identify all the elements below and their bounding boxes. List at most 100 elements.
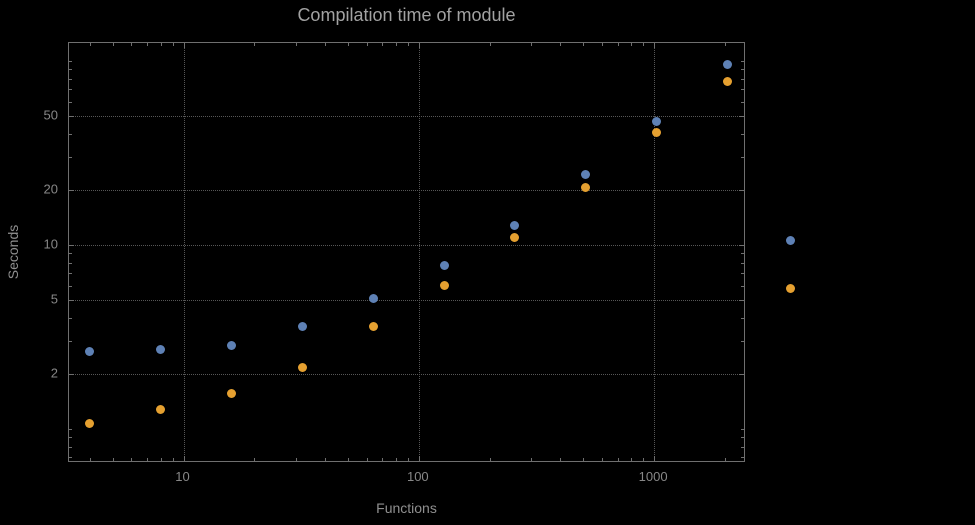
y-minor-tick [69,253,72,255]
x-minor-tick [724,43,726,46]
x-minor-tick [531,458,533,461]
x-minor-tick [172,458,174,461]
x-minor-tick [366,43,368,46]
x-minor-tick [601,43,603,46]
y-minor-tick [741,101,744,103]
data-point-series-2 [581,183,591,193]
y-tick-label: 5 [50,291,58,307]
y-gridline [69,244,744,246]
x-major-tick [183,456,185,461]
x-tick-label: 100 [406,469,429,484]
data-point-series-2 [227,389,237,399]
x-minor-tick [617,458,619,461]
y-minor-tick [741,428,744,430]
x-minor-tick [382,458,384,461]
data-point-series-1 [510,220,520,230]
y-major-tick [739,300,744,302]
x-minor-tick [131,43,133,46]
data-point-series-1 [722,60,732,70]
x-minor-tick [396,43,398,46]
y-minor-tick [69,457,72,459]
chart-title: Compilation time of module [297,5,516,25]
x-minor-tick [489,43,491,46]
x-minor-tick [160,458,162,461]
y-minor-tick [69,89,72,91]
y-axis-label: Seconds [5,224,21,280]
y-minor-tick [69,69,72,71]
x-minor-tick [172,43,174,46]
y-tick-label: 2 [50,365,58,381]
x-minor-tick [366,458,368,461]
y-minor-tick [69,157,72,159]
x-minor-tick [112,458,114,461]
y-major-tick [739,189,744,191]
x-tick-label: 1000 [638,469,668,484]
x-major-tick [654,456,656,461]
y-minor-tick [69,273,72,275]
x-minor-tick [408,43,410,46]
x-minor-tick [295,458,297,461]
x-minor-tick [643,458,645,461]
y-minor-tick [741,437,744,439]
x-major-tick [654,43,656,48]
y-minor-tick [69,428,72,430]
x-minor-tick [347,458,349,461]
y-major-tick [739,244,744,246]
data-point-series-1 [652,116,662,126]
x-minor-tick [631,43,633,46]
x-minor-tick [147,458,149,461]
data-point-series-1 [368,294,378,304]
x-minor-tick [631,458,633,461]
data-point-series-1 [581,170,591,180]
x-minor-tick [489,458,491,461]
y-minor-tick [741,273,744,275]
x-minor-tick [560,43,562,46]
y-minor-tick [69,60,72,62]
y-minor-tick [741,69,744,71]
x-minor-tick [254,43,256,46]
y-minor-tick [741,285,744,287]
data-point-series-1 [227,340,237,350]
y-major-tick [739,116,744,118]
data-point-series-1 [85,346,95,356]
y-gridline [69,373,744,375]
y-minor-tick [741,318,744,320]
y-major-tick [69,116,74,118]
x-minor-tick [147,43,149,46]
y-gridline [69,300,744,302]
x-minor-tick [89,458,91,461]
legend-marker-series1-icon [786,236,795,245]
x-major-tick [418,456,420,461]
y-minor-tick [741,457,744,459]
x-gridline [183,43,185,461]
y-tick-label: 20 [43,181,58,196]
data-point-series-1 [439,261,449,271]
y-minor-tick [741,89,744,91]
x-axis-label: Functions [376,500,437,516]
x-major-tick [418,43,420,48]
data-point-series-2 [297,363,307,373]
x-minor-tick [347,43,349,46]
data-point-series-1 [297,322,307,332]
x-minor-tick [325,43,327,46]
y-minor-tick [69,101,72,103]
x-minor-tick [724,458,726,461]
y-minor-tick [741,341,744,343]
x-minor-tick [643,43,645,46]
x-minor-tick [254,458,256,461]
x-major-tick [183,43,185,48]
y-minor-tick [741,262,744,264]
y-minor-tick [741,446,744,448]
y-major-tick [69,373,74,375]
y-tick-label: 50 [43,107,58,123]
y-tick-label: 10 [43,236,58,252]
x-minor-tick [583,43,585,46]
x-tick-label: 10 [175,469,190,484]
x-minor-tick [382,43,384,46]
y-major-tick [69,189,74,191]
y-minor-tick [741,157,744,159]
y-minor-tick [69,437,72,439]
plot-area [68,42,745,462]
y-minor-tick [741,253,744,255]
x-minor-tick [89,43,91,46]
